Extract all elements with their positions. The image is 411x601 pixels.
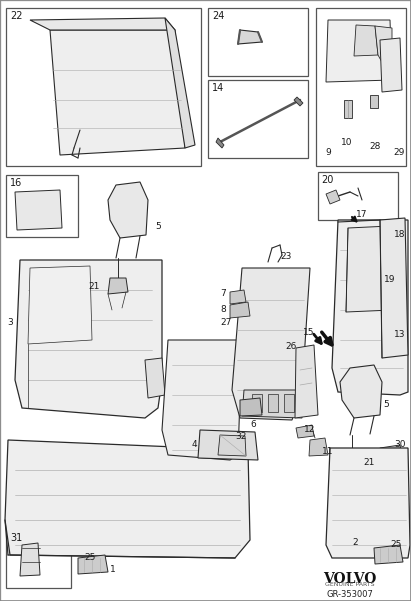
Text: 22: 22	[10, 11, 23, 21]
Polygon shape	[165, 18, 195, 148]
Text: 9: 9	[325, 148, 331, 157]
Bar	[6, 175, 78, 237]
Text: 8: 8	[220, 305, 226, 314]
Text: 7: 7	[220, 289, 226, 298]
Polygon shape	[332, 220, 408, 395]
Text: 16: 16	[10, 178, 22, 188]
Polygon shape	[78, 555, 108, 574]
Text: 1: 1	[110, 565, 116, 574]
Text: GENUINE PARTS: GENUINE PARTS	[325, 582, 375, 587]
Polygon shape	[5, 440, 250, 558]
Text: 18: 18	[394, 230, 406, 239]
Text: 28: 28	[369, 142, 380, 151]
Polygon shape	[380, 38, 402, 92]
Text: 13: 13	[394, 330, 406, 339]
Polygon shape	[284, 394, 294, 412]
Text: 21: 21	[363, 458, 374, 467]
Polygon shape	[295, 345, 318, 418]
Polygon shape	[145, 358, 165, 398]
Text: 26: 26	[285, 342, 296, 351]
Text: 23: 23	[280, 252, 291, 261]
Bar	[208, 80, 308, 158]
Text: 12: 12	[304, 425, 315, 434]
Text: VOLVO: VOLVO	[323, 572, 377, 586]
Text: 10: 10	[341, 138, 353, 147]
Polygon shape	[20, 543, 40, 576]
Polygon shape	[354, 25, 378, 56]
Text: 3: 3	[7, 318, 13, 327]
Text: GR-353007: GR-353007	[327, 590, 374, 599]
Polygon shape	[326, 190, 340, 204]
Polygon shape	[294, 97, 303, 106]
Text: 27: 27	[220, 318, 231, 327]
Text: 5: 5	[155, 222, 161, 231]
Polygon shape	[108, 278, 128, 294]
Polygon shape	[232, 268, 310, 420]
Text: 29: 29	[393, 148, 404, 157]
Polygon shape	[375, 26, 392, 80]
Polygon shape	[342, 452, 362, 470]
Bar	[6, 8, 201, 166]
Polygon shape	[238, 30, 262, 44]
Text: 30: 30	[394, 440, 406, 449]
Polygon shape	[242, 390, 302, 418]
Polygon shape	[380, 445, 403, 464]
Text: 20: 20	[321, 175, 333, 185]
Polygon shape	[50, 30, 185, 155]
Bar	[318, 172, 398, 220]
Polygon shape	[344, 100, 352, 118]
Bar	[208, 8, 308, 76]
Polygon shape	[218, 435, 246, 456]
Text: 19: 19	[384, 275, 396, 284]
Polygon shape	[309, 438, 328, 456]
Text: 17: 17	[356, 210, 367, 219]
Polygon shape	[340, 365, 382, 418]
Text: 2: 2	[352, 538, 358, 547]
Text: 32: 32	[235, 432, 246, 441]
Text: 24: 24	[212, 11, 224, 21]
Polygon shape	[15, 190, 62, 230]
Bar	[316, 8, 406, 166]
Polygon shape	[15, 260, 162, 418]
Text: 5: 5	[383, 400, 389, 409]
Polygon shape	[162, 340, 242, 460]
Polygon shape	[374, 545, 403, 564]
Text: 25: 25	[84, 553, 95, 562]
Polygon shape	[326, 448, 410, 558]
Polygon shape	[326, 20, 392, 82]
Polygon shape	[28, 266, 92, 344]
Polygon shape	[30, 18, 175, 30]
Text: 31: 31	[10, 533, 22, 543]
Bar	[6, 530, 71, 588]
Polygon shape	[198, 430, 258, 460]
Polygon shape	[240, 398, 262, 416]
Polygon shape	[380, 218, 408, 358]
Text: 11: 11	[322, 447, 333, 456]
Polygon shape	[216, 138, 224, 148]
Polygon shape	[268, 394, 278, 412]
Text: 6: 6	[250, 420, 256, 429]
Text: 25: 25	[390, 540, 402, 549]
Text: 15: 15	[303, 328, 314, 337]
Polygon shape	[230, 302, 250, 318]
Polygon shape	[346, 226, 392, 312]
Polygon shape	[370, 95, 378, 108]
Polygon shape	[230, 290, 246, 304]
Polygon shape	[252, 394, 262, 412]
Text: 14: 14	[212, 83, 224, 93]
Text: 4: 4	[192, 440, 198, 449]
Polygon shape	[296, 425, 314, 438]
Text: 21: 21	[88, 282, 99, 291]
Polygon shape	[108, 182, 148, 238]
